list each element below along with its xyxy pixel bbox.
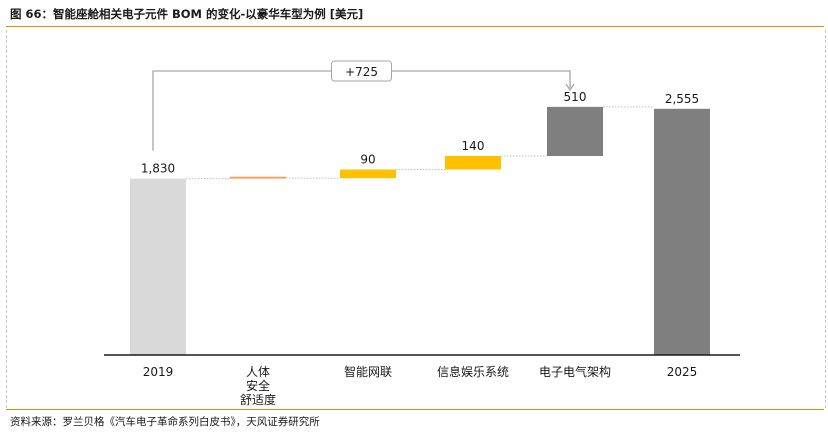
x-tick-label: 2019: [143, 365, 174, 379]
x-tick-label: 人体: [246, 365, 270, 379]
delta-bar: [547, 106, 603, 157]
bracket-arrow: [565, 83, 575, 92]
total-bar: [130, 178, 186, 355]
plot-border: [6, 30, 826, 408]
figure-title: 图 66：智能座舱相关电子元件 BOM 的变化-以豪华车型为例 [美元]: [10, 7, 364, 21]
x-tick-label: 智能网联: [344, 364, 392, 379]
x-tick-label: 2025: [667, 365, 698, 379]
bar-value-label: 140: [462, 139, 485, 153]
bracket-line: [152, 70, 571, 151]
source-note: 资料来源：罗兰贝格《汽车电子革命系列白皮书》，天风证券研究所: [10, 416, 320, 428]
bar-value-label: 1,830: [141, 162, 175, 176]
total-bar: [654, 108, 710, 355]
bar-value-label: 2,555: [665, 92, 699, 106]
bar-value-label: 90: [360, 153, 375, 167]
bracket-label-box: [331, 60, 392, 82]
x-tick-label: 安全: [246, 378, 270, 393]
delta-bar: [340, 169, 396, 179]
x-tick-label: 信息娱乐系统: [437, 364, 509, 379]
title-divider: [6, 26, 824, 27]
x-tick-label: 舒适度: [240, 392, 276, 407]
x-tick-label: 电子电气架构: [539, 364, 611, 379]
source-divider: [6, 409, 824, 410]
delta-bar: [445, 156, 501, 170]
bracket-label: +725: [345, 65, 378, 79]
delta-bar: [230, 176, 286, 179]
bar-value-label: 510: [564, 90, 587, 104]
